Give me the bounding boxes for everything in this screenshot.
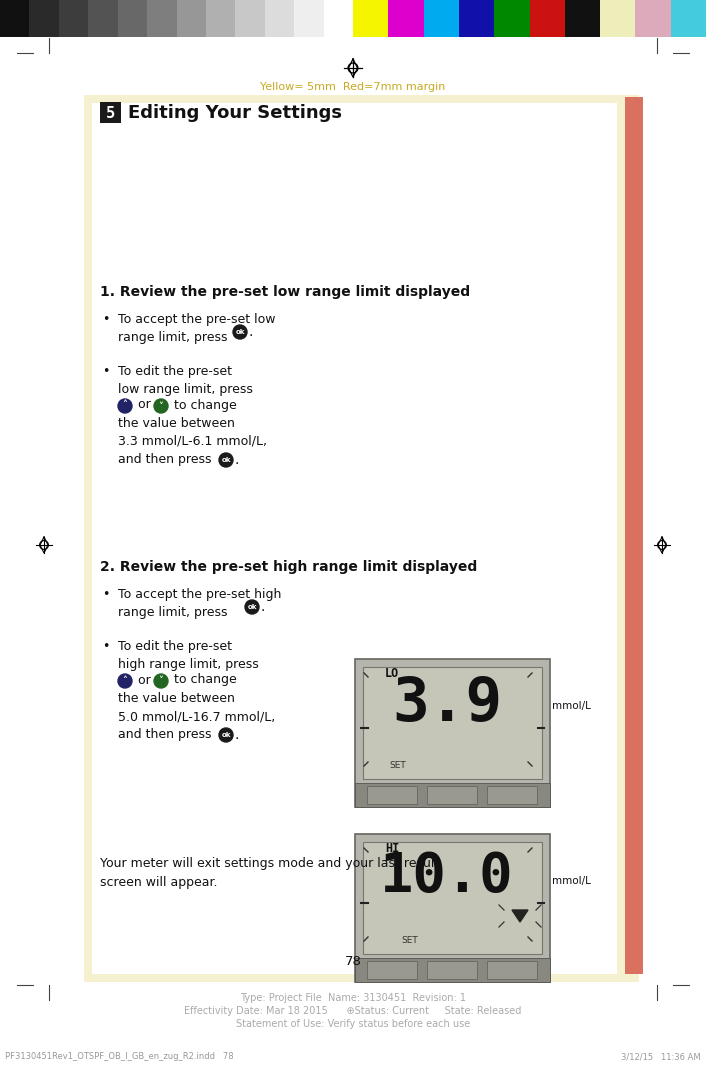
Bar <box>363 666 542 779</box>
Text: ˅: ˅ <box>159 676 163 687</box>
Bar <box>565 0 600 37</box>
Bar <box>494 0 530 37</box>
Bar <box>235 0 265 37</box>
Polygon shape <box>512 911 528 922</box>
Text: the value between
5.0 mmol/L-16.7 mmol/L,
and then press: the value between 5.0 mmol/L-16.7 mmol/L… <box>118 692 275 741</box>
Text: .: . <box>235 453 239 467</box>
Text: or: or <box>134 399 155 412</box>
Bar <box>355 958 550 981</box>
Text: LO: LO <box>385 666 400 680</box>
Text: 78: 78 <box>345 955 361 968</box>
Circle shape <box>118 674 132 688</box>
Bar <box>176 0 206 37</box>
Text: ok: ok <box>235 329 245 335</box>
Text: HI: HI <box>385 842 400 855</box>
Bar <box>487 961 537 979</box>
Bar <box>88 0 118 37</box>
Text: To accept the pre-set low
range limit, press: To accept the pre-set low range limit, p… <box>118 313 275 344</box>
Text: 1. Review the pre-set low range limit displayed: 1. Review the pre-set low range limit di… <box>100 285 470 299</box>
Text: •: • <box>102 588 109 601</box>
Bar <box>100 102 121 123</box>
Text: 3.9: 3.9 <box>392 675 502 734</box>
Circle shape <box>233 325 247 339</box>
Bar <box>388 0 424 37</box>
Bar <box>530 0 565 37</box>
Text: To accept the pre-set high
range limit, press: To accept the pre-set high range limit, … <box>118 588 282 619</box>
Text: ˄: ˄ <box>123 401 128 411</box>
Bar <box>367 961 417 979</box>
Bar <box>30 0 59 37</box>
Text: ok: ok <box>221 732 231 739</box>
Text: to change: to change <box>170 674 237 687</box>
Bar <box>459 0 494 37</box>
Bar <box>84 95 639 981</box>
Text: or: or <box>134 674 155 687</box>
Text: PF3130451Rev1_OTSPF_OB_I_GB_en_zug_R2.indd   78: PF3130451Rev1_OTSPF_OB_I_GB_en_zug_R2.in… <box>5 1052 234 1061</box>
Text: Type: Project File  Name: 3130451  Revision: 1: Type: Project File Name: 3130451 Revisio… <box>240 993 466 1003</box>
Bar <box>355 783 550 807</box>
Circle shape <box>219 728 233 742</box>
Circle shape <box>154 674 168 688</box>
Text: SET: SET <box>390 761 407 770</box>
Text: Your meter will exit settings mode and your last result
screen will appear.: Your meter will exit settings mode and y… <box>100 857 439 889</box>
Text: To edit the pre-set
high range limit, press: To edit the pre-set high range limit, pr… <box>118 640 259 671</box>
Text: Effectivity Date: Mar 18 2015      ⊕Status: Current     State: Released: Effectivity Date: Mar 18 2015 ⊕Status: C… <box>184 1006 522 1016</box>
Text: •: • <box>102 366 109 378</box>
Text: ok: ok <box>221 457 231 463</box>
Circle shape <box>219 453 233 467</box>
Bar <box>92 103 617 974</box>
Bar <box>323 0 353 37</box>
Text: ok: ok <box>247 604 257 610</box>
Bar <box>355 834 550 981</box>
Circle shape <box>118 399 132 413</box>
Text: .: . <box>261 600 265 614</box>
Bar <box>353 0 388 37</box>
Circle shape <box>245 600 259 614</box>
Bar <box>0 0 30 37</box>
Text: the value between
3.3 mmol/L-6.1 mmol/L,
and then press: the value between 3.3 mmol/L-6.1 mmol/L,… <box>118 417 267 465</box>
Text: .: . <box>235 728 239 742</box>
Bar <box>206 0 235 37</box>
Bar <box>118 0 147 37</box>
Bar <box>265 0 294 37</box>
Text: 2. Review the pre-set high range limit displayed: 2. Review the pre-set high range limit d… <box>100 560 477 574</box>
Bar <box>671 0 706 37</box>
Bar <box>59 0 88 37</box>
Bar <box>294 0 323 37</box>
Bar <box>635 0 671 37</box>
Text: •: • <box>102 640 109 653</box>
Text: Yellow= 5mm  Red=7mm margin: Yellow= 5mm Red=7mm margin <box>261 82 445 92</box>
Circle shape <box>154 399 168 413</box>
Text: 5: 5 <box>106 105 115 120</box>
Text: Editing Your Settings: Editing Your Settings <box>128 104 342 121</box>
Text: 3/12/15   11:36 AM: 3/12/15 11:36 AM <box>621 1052 701 1061</box>
Text: 10.0: 10.0 <box>381 850 514 903</box>
Text: to change: to change <box>170 399 237 412</box>
Bar <box>427 961 477 979</box>
Bar <box>424 0 459 37</box>
Bar <box>147 0 176 37</box>
Text: To edit the pre-set
low range limit, press: To edit the pre-set low range limit, pre… <box>118 366 253 396</box>
Text: Statement of Use: Verify status before each use: Statement of Use: Verify status before e… <box>236 1019 470 1029</box>
Text: mmol/L: mmol/L <box>552 701 591 711</box>
Text: mmol/L: mmol/L <box>552 876 591 886</box>
Bar <box>427 786 477 804</box>
Text: •: • <box>102 313 109 326</box>
Bar <box>600 0 635 37</box>
Bar <box>355 659 550 807</box>
Text: .: . <box>249 325 253 339</box>
Text: ˄: ˄ <box>123 675 128 686</box>
Text: ˅: ˅ <box>159 401 163 412</box>
Bar <box>625 97 643 974</box>
Bar <box>487 786 537 804</box>
Text: SET: SET <box>402 936 419 945</box>
Bar <box>363 842 542 954</box>
Bar <box>367 786 417 804</box>
